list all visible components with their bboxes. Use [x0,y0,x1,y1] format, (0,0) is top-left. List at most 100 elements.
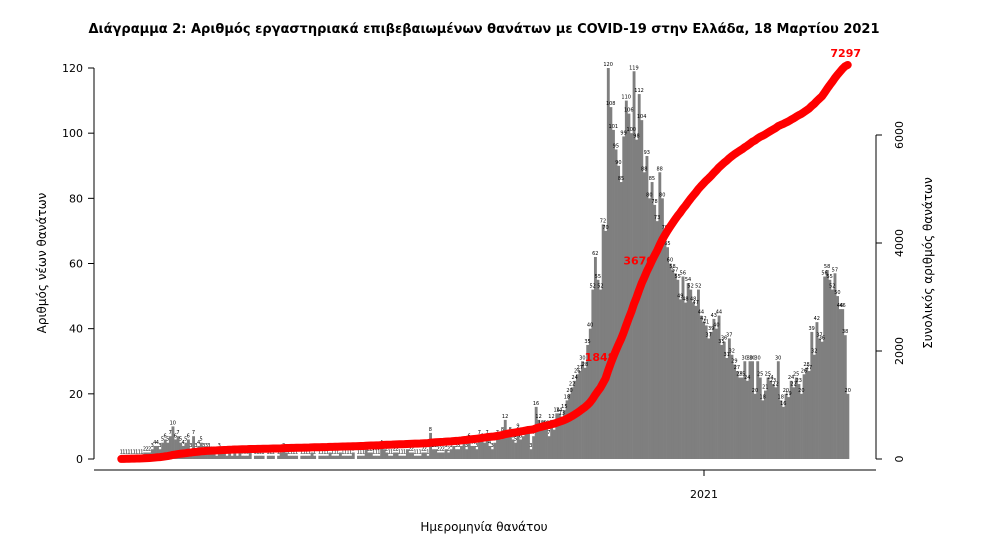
bar [573,380,577,459]
bar-value-label: 14 [553,407,559,413]
bar-value-label: 104 [637,114,647,120]
bar-value-label: 12 [502,414,508,420]
bar [555,413,559,459]
bar-value-label: 1 [292,450,295,456]
bar-value-label: 42 [700,316,706,322]
bar [377,455,381,459]
bar [470,445,474,459]
bar-value-label: 27 [806,365,812,371]
bar [712,318,716,459]
bar [735,371,739,459]
bar [614,149,618,459]
bar-value-label: 20 [566,388,572,394]
bar [426,455,430,459]
bar [380,445,384,459]
bar [797,384,801,459]
bar [398,455,402,459]
bar-value-label: 1 [130,450,133,456]
bar [521,436,525,459]
bar-value-label: 55 [675,274,681,280]
bar [269,455,273,459]
bar-value-label: 1 [398,450,401,456]
bar [444,449,448,459]
bar [645,155,649,459]
bar [637,94,641,459]
bar-value-label: 27 [734,365,740,371]
bar [753,393,757,459]
bar-value-label: 26 [574,368,580,374]
bar [537,419,541,459]
bar-value-label: 2 [385,446,388,452]
bar-value-label: 2 [421,446,424,452]
bar [320,455,324,459]
bar [663,230,667,459]
y-tick-label: 0 [76,453,83,466]
bar [769,380,773,459]
bar [599,289,603,459]
bar [434,449,438,459]
bar [622,136,626,459]
bar [740,377,744,459]
bar [565,400,569,459]
bar [630,133,633,460]
bar-value-label: 4 [197,440,200,446]
bar [812,354,816,459]
bar-value-label: 20 [783,388,789,394]
bar [457,449,461,459]
bar [393,452,396,459]
bar-value-label: 44 [698,310,704,316]
bar-value-label: 2 [393,446,396,452]
bar [287,455,291,459]
bar-value-label: 37 [726,332,732,338]
bar-value-label: 30 [741,355,747,361]
bar [333,455,337,459]
bar-value-label: 6 [163,433,166,439]
bar [346,455,350,459]
bar [789,380,793,459]
bar-value-label: 36 [819,336,825,342]
bar [356,455,360,459]
y-tick-label: 80 [69,192,83,205]
bar-value-label: 26 [801,368,807,374]
bar-value-label: 4 [156,440,159,446]
bar [686,283,690,459]
bar-value-label: 1 [277,450,280,456]
bar-value-label: 8 [501,427,504,433]
bar [707,338,711,459]
bar [230,455,234,459]
bar [344,455,347,459]
bar [771,384,775,459]
bar-value-label: 38 [842,329,848,335]
bar-value-label: 1 [140,450,143,456]
bar-value-label: 2 [411,446,414,452]
bar [820,341,824,459]
bar [493,442,497,459]
bar-value-label: 44 [716,310,722,316]
bar [233,452,237,459]
bar-value-label: 2 [143,446,146,452]
bar [506,436,510,459]
bar-value-label: 22 [790,381,796,387]
bar-value-label: 1 [346,450,349,456]
bar [472,445,476,459]
bar-value-label: 9 [516,424,519,430]
bar-value-label: 120 [603,62,613,68]
bar-value-label: 1 [357,450,360,456]
bar [475,449,479,459]
bar-value-label: 15 [561,404,567,410]
bar [758,377,762,459]
bar [235,455,239,459]
bar-value-label: 3 [158,443,161,449]
y-tick-label: 100 [62,127,83,140]
bar-value-label: 40 [587,323,593,329]
bar [403,455,407,459]
bar [825,270,829,459]
bar [215,455,219,459]
bar [290,455,293,459]
bar [763,390,767,459]
bar [395,452,399,459]
bar [671,270,675,459]
y2-tick-label: 0 [893,456,906,463]
bar-value-label: 1 [377,450,380,456]
bar [220,452,224,459]
